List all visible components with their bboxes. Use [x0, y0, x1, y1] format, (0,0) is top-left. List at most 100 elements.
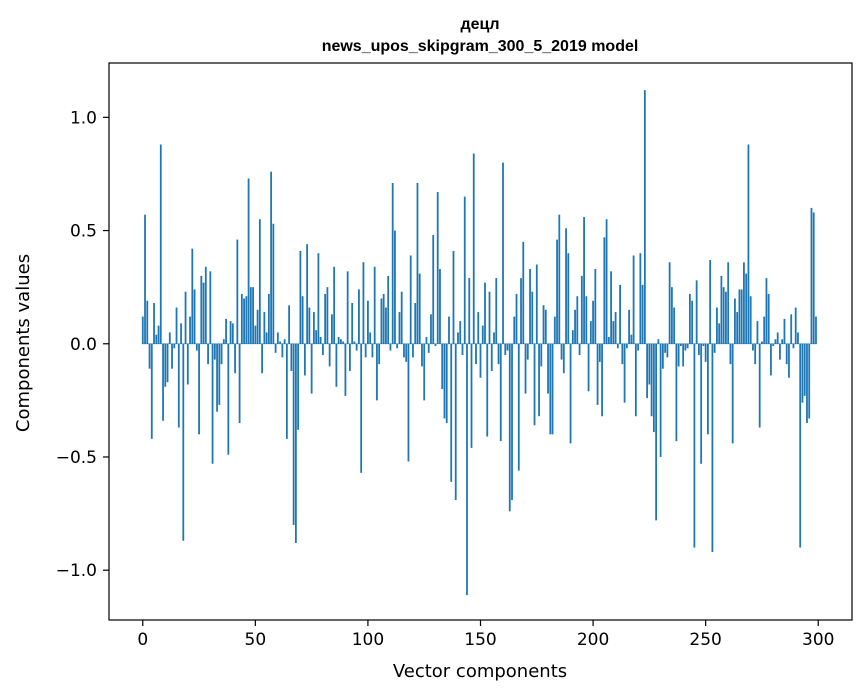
- bar-46: [245, 296, 248, 344]
- x-tick-label: 100: [352, 630, 384, 650]
- bar-62: [281, 343, 284, 358]
- bar-223: [643, 90, 646, 344]
- bar-288: [790, 314, 793, 344]
- x-tick-label: 200: [577, 630, 609, 650]
- bar-108: [385, 307, 387, 344]
- bar-20: [186, 343, 189, 385]
- bar-295: [806, 343, 808, 424]
- bar-132: [439, 269, 441, 344]
- bar-232: [664, 343, 667, 353]
- bar-197: [585, 296, 588, 344]
- bar-130: [434, 343, 437, 347]
- bar-230: [659, 343, 662, 457]
- bar-13: [171, 343, 173, 369]
- bar-133: [441, 343, 444, 390]
- bar-48: [249, 287, 252, 344]
- bar-234: [668, 262, 671, 344]
- bar-106: [380, 298, 383, 344]
- bar-96: [358, 289, 360, 344]
- bar-58: [272, 223, 275, 344]
- bar-153: [486, 343, 489, 437]
- bar-1: [144, 214, 146, 344]
- bar-205: [603, 237, 606, 344]
- bar-68: [294, 343, 297, 544]
- bar-55: [265, 332, 268, 344]
- bar-109: [387, 275, 390, 344]
- bar-282: [776, 332, 779, 344]
- y-tick-label: 0.0: [70, 335, 97, 355]
- bar-102: [371, 343, 374, 358]
- bar-150: [479, 343, 482, 378]
- bar-30: [209, 271, 212, 344]
- bar-126: [425, 336, 428, 344]
- bar-10: [164, 343, 167, 387]
- bar-149: [477, 312, 480, 344]
- bar-122: [416, 183, 419, 344]
- y-tick-label: −1.0: [56, 561, 97, 581]
- bar-268: [745, 273, 748, 344]
- bar-156: [493, 332, 495, 344]
- bar-162: [506, 343, 509, 351]
- bar-214: [623, 343, 626, 403]
- bar-165: [513, 316, 516, 344]
- bar-249: [702, 343, 705, 347]
- bar-33: [216, 343, 218, 412]
- bar-265: [738, 289, 741, 344]
- chart-title: децл: [460, 16, 499, 33]
- bar-257: [720, 275, 723, 344]
- bar-116: [403, 343, 405, 358]
- x-tick-label: 300: [802, 630, 834, 650]
- bar-121: [414, 303, 417, 344]
- bar-239: [679, 343, 682, 347]
- chart-subtitle: news_upos_skipgram_300_5_2019 model: [322, 38, 639, 55]
- bar-85: [333, 266, 336, 344]
- bar-129: [432, 235, 435, 344]
- bar-267: [743, 262, 745, 344]
- bar-115: [400, 291, 403, 344]
- bar-206: [605, 219, 608, 344]
- bar-104: [376, 343, 378, 401]
- bar-278: [767, 293, 770, 344]
- bar-84: [331, 314, 333, 344]
- bar-220: [637, 343, 640, 351]
- bar-83: [328, 343, 331, 367]
- bar-283: [779, 343, 781, 360]
- bar-44: [240, 293, 243, 344]
- bar-286: [785, 343, 788, 365]
- bar-216: [628, 309, 630, 344]
- bar-209: [612, 321, 615, 344]
- bar-97: [360, 343, 363, 473]
- bar-38: [227, 343, 230, 455]
- bar-34: [218, 343, 221, 405]
- bar-81: [324, 293, 327, 344]
- bar-243: [688, 293, 691, 344]
- bar-275: [761, 341, 763, 344]
- bar-3: [148, 343, 151, 369]
- bar-135: [445, 343, 448, 424]
- bar-274: [758, 343, 761, 428]
- bar-59: [274, 343, 277, 353]
- bar-199: [589, 321, 592, 344]
- bar-93: [351, 303, 354, 344]
- bar-47: [247, 178, 250, 344]
- bar-18: [182, 343, 185, 541]
- bar-231: [661, 343, 664, 369]
- bar-23: [193, 289, 196, 344]
- bar-176: [538, 343, 540, 417]
- bar-183: [553, 316, 556, 344]
- bar-137: [450, 343, 453, 482]
- bar-227: [652, 343, 655, 433]
- bar-200: [592, 300, 594, 344]
- bar-120: [412, 343, 414, 358]
- x-axis-label: Vector components: [393, 661, 567, 682]
- bar-77: [315, 330, 318, 344]
- bar-94: [353, 341, 356, 344]
- bar-236: [673, 307, 676, 344]
- bar-298: [812, 212, 815, 344]
- bar-35: [220, 343, 223, 365]
- bar-175: [535, 264, 538, 344]
- bar-118: [407, 343, 410, 462]
- bar-152: [484, 282, 486, 344]
